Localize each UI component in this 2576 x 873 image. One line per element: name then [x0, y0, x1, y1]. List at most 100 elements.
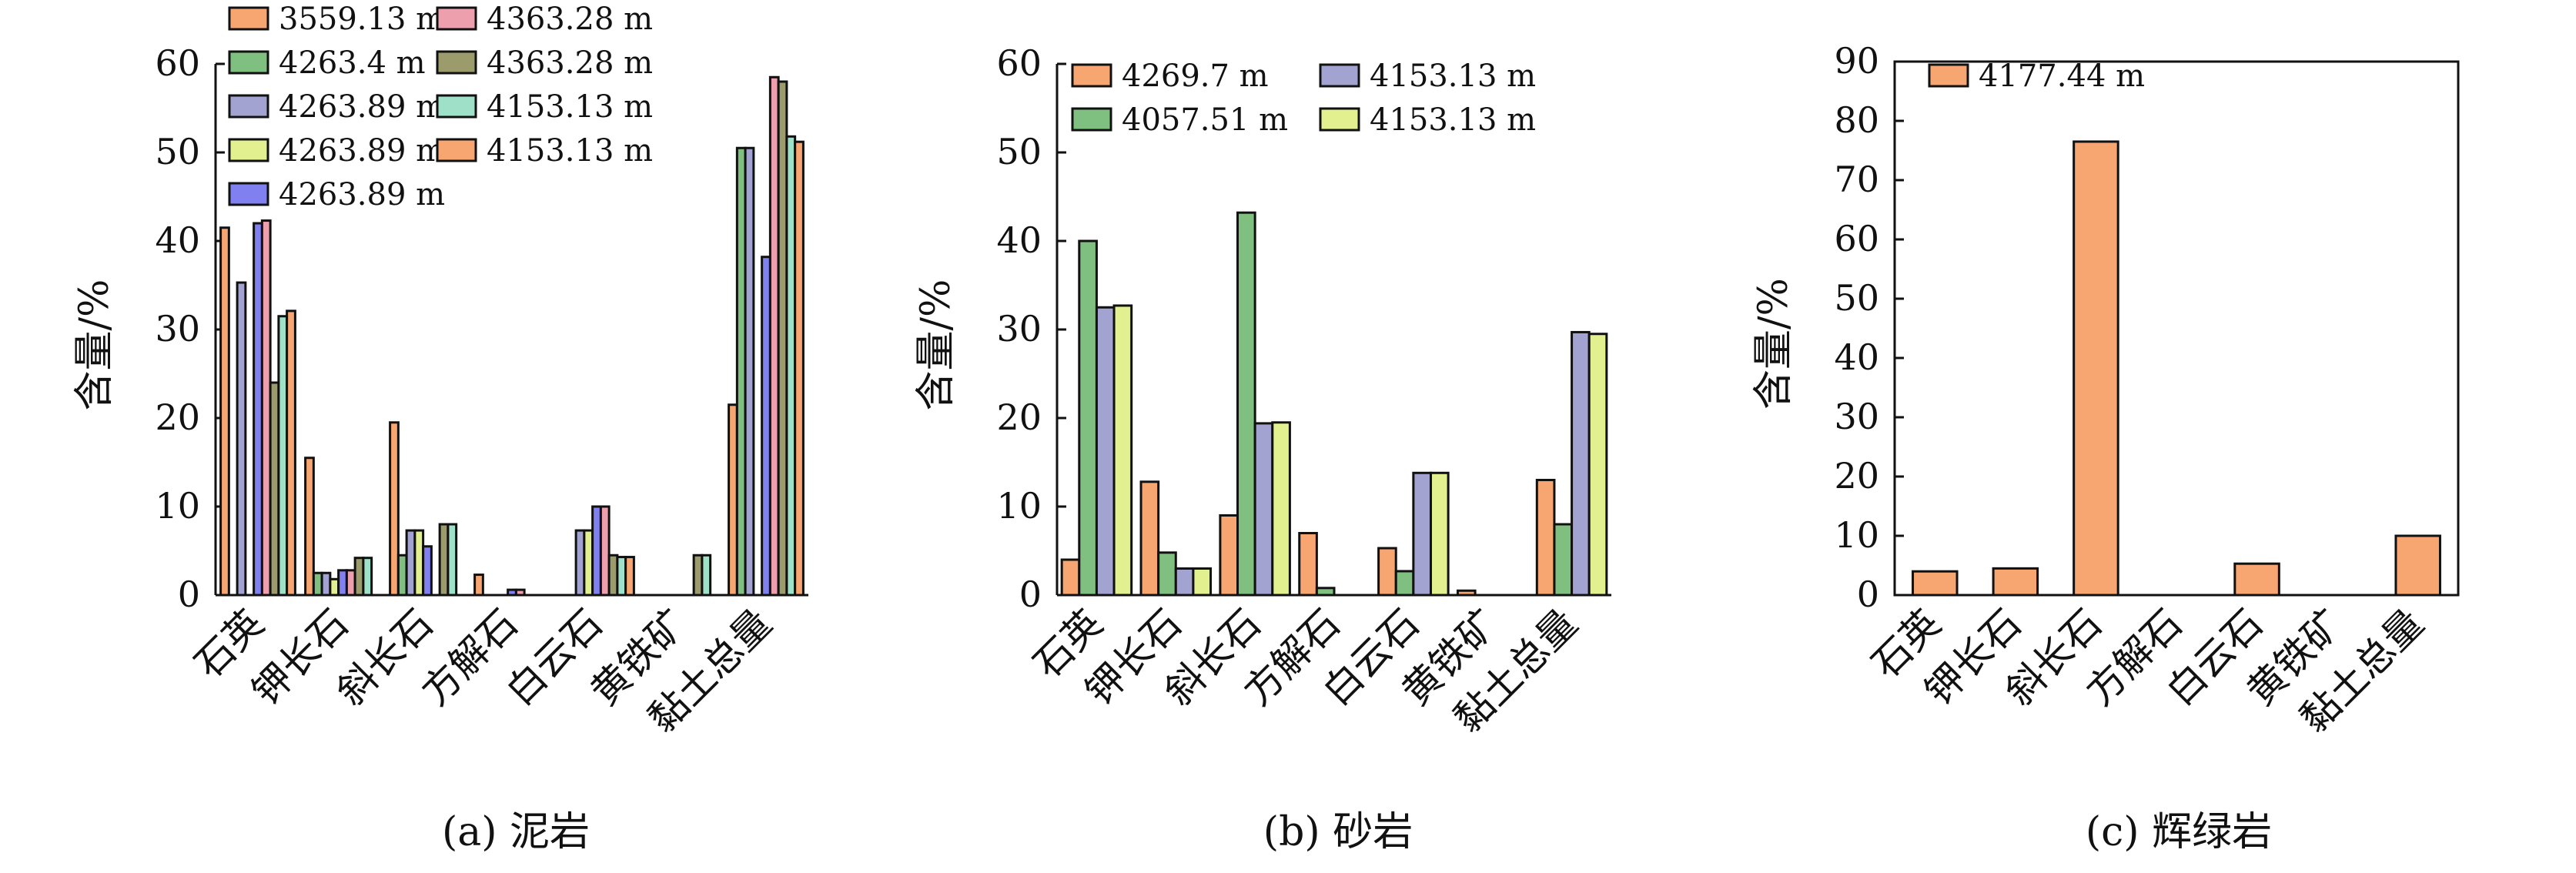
legend-swatch: [228, 50, 269, 75]
y-tick-label: 50: [1834, 277, 1879, 319]
bar: [2394, 534, 2441, 597]
panel-caption: (c) 辉绿岩: [2086, 809, 2272, 855]
y-tick-label: 40: [1834, 336, 1879, 378]
bar: [1174, 567, 1195, 597]
y-tick-label: 10: [1834, 514, 1879, 556]
bar: [473, 574, 484, 597]
bar: [1429, 471, 1450, 597]
y-axis-label: 含量/%: [913, 279, 959, 411]
y-tick-label: 30: [996, 308, 1042, 350]
bar: [591, 505, 602, 597]
bar: [413, 529, 425, 597]
bar: [236, 281, 247, 597]
bar: [2073, 140, 2119, 597]
bar: [1236, 211, 1256, 597]
bar: [514, 588, 526, 597]
legend-label: 4153.13 m: [487, 89, 653, 125]
bar: [2233, 562, 2280, 597]
y-tick-label: 70: [1834, 159, 1879, 200]
legend-swatch: [1071, 63, 1112, 88]
legend-label: 3559.13 m: [279, 2, 445, 37]
y-tick-label: 40: [996, 219, 1042, 261]
y-tick-label: 0: [178, 574, 200, 615]
legend-swatch: [436, 50, 477, 75]
bar: [320, 571, 332, 597]
bar: [735, 146, 747, 597]
y-tick-label: 0: [1019, 574, 1042, 615]
bar: [507, 588, 517, 597]
y-tick-label: 20: [155, 396, 200, 438]
bar: [219, 226, 230, 597]
bar: [744, 146, 755, 597]
y-tick-label: 10: [155, 485, 200, 527]
y-tick-label: 20: [1834, 455, 1879, 497]
legend-label: 4177.44 m: [1979, 59, 2145, 94]
bar: [777, 80, 788, 597]
chart-panel-1: 0102030405060含量/%石英钾长石斜长石方解石白云石黄铁矿黏土总量42…: [913, 42, 1611, 855]
bar: [1412, 471, 1432, 597]
bar: [1456, 589, 1477, 597]
y-tick-label: 20: [996, 396, 1042, 438]
y-tick-label: 30: [1834, 396, 1879, 437]
bar: [1553, 523, 1574, 597]
bar: [396, 554, 408, 597]
bar: [304, 457, 315, 597]
x-tick-label: 白云石: [497, 600, 611, 714]
bar: [1095, 306, 1116, 597]
x-tick-label: 斜长石: [328, 600, 441, 714]
panel-caption: (a) 泥岩: [442, 809, 590, 855]
legend-label: 4269.7 m: [1122, 59, 1269, 94]
bar: [1992, 567, 2039, 597]
y-tick-label: 50: [155, 131, 200, 172]
bar: [286, 309, 296, 597]
bar: [1271, 421, 1291, 597]
plot-frame: [1893, 60, 2460, 597]
legend-label: 4153.13 m: [487, 133, 653, 169]
bar: [624, 556, 635, 597]
y-tick-label: 60: [1834, 218, 1879, 259]
x-tick-label: 钾长石: [243, 600, 356, 714]
bar: [768, 75, 780, 597]
bar: [1112, 304, 1133, 597]
legend-label: 4263.89 m: [279, 89, 445, 125]
legend-swatch: [436, 94, 477, 119]
bar: [599, 505, 611, 597]
bar: [260, 219, 272, 597]
bar: [1192, 567, 1213, 597]
bar: [616, 556, 627, 597]
bar: [337, 569, 348, 597]
bar: [422, 545, 433, 597]
bar: [692, 554, 704, 597]
legend-label: 4263.4 m: [279, 45, 426, 81]
bar: [405, 529, 417, 597]
legend-swatch: [436, 6, 477, 31]
y-tick-label: 30: [155, 308, 200, 350]
legend-swatch: [228, 94, 269, 119]
legend-swatch: [436, 138, 477, 162]
bar: [447, 523, 458, 597]
legend-label: 4057.51 m: [1122, 102, 1288, 138]
legend-swatch: [1319, 63, 1360, 88]
bar: [438, 523, 450, 597]
bar: [1219, 514, 1239, 597]
bar: [1587, 333, 1608, 597]
bar: [389, 421, 400, 597]
panel-caption: (b) 砂岩: [1263, 809, 1413, 855]
bar: [761, 256, 771, 597]
y-tick-label: 0: [1857, 574, 1879, 615]
bar: [583, 529, 594, 597]
y-tick-label: 90: [1834, 40, 1879, 82]
bar: [1394, 570, 1415, 597]
legend-swatch: [228, 182, 269, 206]
bar: [312, 571, 323, 597]
legend-label: 4263.89 m: [279, 133, 445, 169]
legend-label: 4363.28 m: [487, 2, 653, 37]
legend-label: 4363.28 m: [487, 45, 653, 81]
y-tick-label: 60: [155, 42, 200, 84]
bar: [345, 569, 356, 597]
legend-swatch: [228, 6, 269, 31]
bar: [1912, 570, 1959, 597]
bar: [1139, 480, 1160, 597]
bar: [1377, 547, 1397, 597]
